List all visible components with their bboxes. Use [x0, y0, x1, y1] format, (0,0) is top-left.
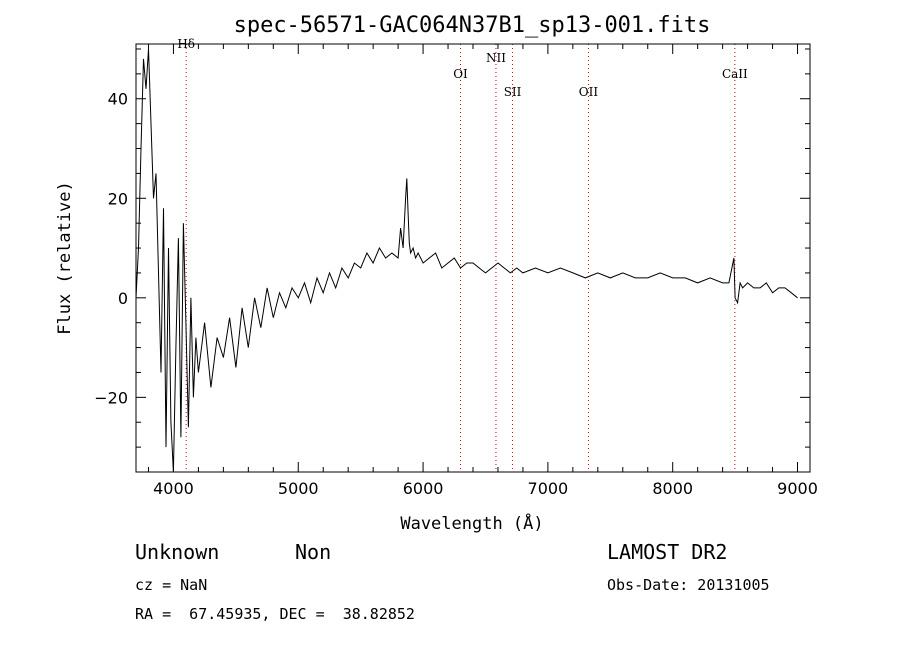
y-tick-label: 0	[118, 289, 128, 308]
marker-label: OII	[579, 85, 599, 99]
y-tick-label: 20	[108, 189, 128, 208]
plot-frame	[135, 43, 811, 473]
marker-label: CaII	[722, 67, 748, 81]
axes: 4000 5000 6000 7000 8000 9000 −20 0 20 40	[94, 44, 818, 498]
x-axis-label: Wavelength (Å)	[400, 512, 543, 534]
object-subclass: Non	[295, 540, 332, 564]
y-tick-label: 40	[108, 90, 128, 109]
observation-date: Obs-Date: 20131005	[607, 576, 770, 594]
spectrum-line	[135, 48, 798, 473]
marker-label: SII	[504, 85, 522, 99]
marker-label: OI	[453, 67, 468, 81]
x-tick-label: 9000	[777, 479, 818, 498]
redshift-cz: cz = NaN	[135, 576, 208, 594]
chart-title: spec-56571-GAC064N37B1_sp13-001.fits	[234, 13, 711, 38]
survey-name: LAMOST DR2	[607, 540, 728, 564]
y-axis-label: Flux (relative)	[55, 181, 75, 335]
x-tick-label: 8000	[652, 479, 693, 498]
object-class: Unknown	[135, 540, 220, 564]
marker-label: NII	[486, 51, 506, 65]
coordinates: RA = 67.45935, DEC = 38.82852	[135, 605, 415, 623]
y-tick-label: −20	[94, 388, 128, 407]
x-tick-label: 7000	[528, 479, 569, 498]
x-tick-label: 5000	[278, 479, 319, 498]
x-tick-label: 6000	[403, 479, 444, 498]
spectrum-series	[135, 48, 798, 473]
x-tick-label: 4000	[153, 479, 194, 498]
